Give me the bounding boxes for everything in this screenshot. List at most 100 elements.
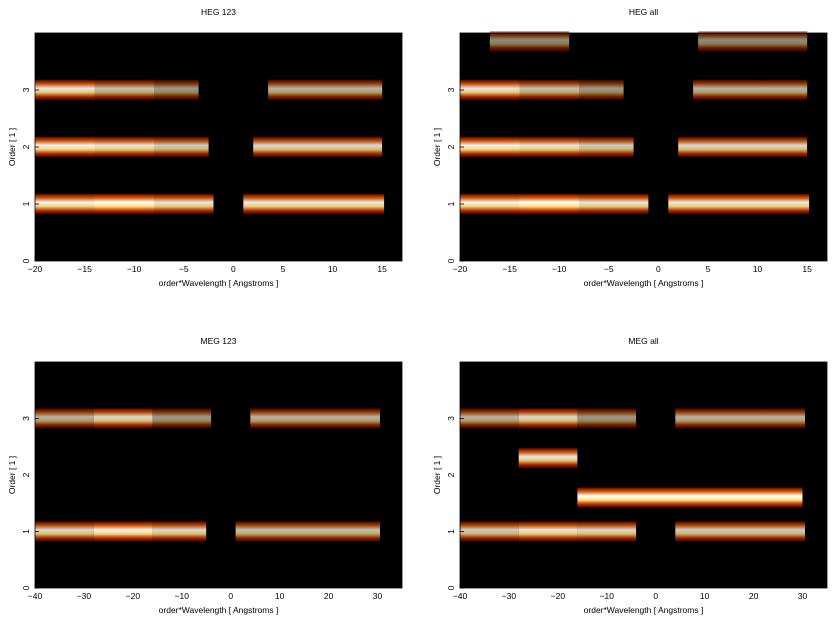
y-axis-label: Order [ 1 ] (7, 456, 17, 494)
heatmap-band (94, 193, 154, 215)
heatmap-band (579, 193, 649, 215)
heatmap-band (94, 79, 154, 101)
x-tick-label: 10 (700, 591, 710, 601)
heatmap-band (519, 193, 579, 215)
x-axis-label: order*Wavelength [ Angstroms ] (159, 605, 279, 615)
heatmap-band (250, 408, 380, 429)
y-tick-label: 2 (21, 144, 31, 149)
x-tick-label: 0 (656, 264, 661, 274)
x-tick-label: −15 (502, 264, 517, 274)
chart-panel: −40 −30 −20 −10 0 10 20 30 0 1 2 3 MEG 123 order*Wave… (7, 336, 403, 615)
heatmap-band (579, 79, 624, 101)
heatmap-band (489, 31, 570, 52)
heatmap-band (152, 521, 207, 542)
chart-title: MEG 123 (201, 336, 237, 346)
heatmap-band (35, 521, 94, 542)
x-tick-label: 30 (373, 591, 383, 601)
x-tick-label: 20 (749, 591, 759, 601)
chart-panel: −20 −15 −10 −5 0 5 10 15 0 1 2 3 HEG all order*Wavele… (432, 7, 828, 288)
heatmap-band (577, 408, 637, 429)
x-tick-label: 15 (377, 264, 387, 274)
heatmap-band (253, 136, 383, 158)
heatmap-band (577, 487, 803, 508)
x-tick-label: −5 (179, 264, 189, 274)
heatmap-band (35, 79, 95, 101)
chart-panel: −40 −30 −20 −10 0 10 20 30 0 1 2 3 MEG all order*Wave… (432, 336, 828, 615)
x-tick-label: 5 (706, 264, 711, 274)
heatmap-band (152, 408, 212, 429)
heatmap-band (154, 79, 199, 101)
x-tick-label: 10 (328, 264, 338, 274)
y-tick-label: 3 (446, 416, 456, 421)
heatmap-band (460, 79, 520, 101)
plot-area (35, 362, 402, 588)
x-tick-label: −15 (77, 264, 92, 274)
heatmap-band (268, 79, 383, 101)
x-tick-label: −10 (175, 591, 190, 601)
x-tick-label: 15 (802, 264, 812, 274)
chart-panel: −20 −15 −10 −5 0 5 10 15 0 1 2 3 HEG 123 order*Wavele… (7, 7, 403, 288)
chart-title: HEG 123 (201, 7, 236, 17)
y-tick-label: 1 (21, 529, 31, 534)
heatmap-band (154, 136, 209, 158)
heatmap-band (579, 136, 634, 158)
x-tick-label: −20 (28, 264, 43, 274)
heatmap-band (675, 521, 805, 542)
chart-title: HEG all (629, 7, 658, 17)
heatmap-band (235, 521, 380, 542)
y-tick-label: 0 (21, 258, 31, 263)
x-tick-label: −40 (28, 591, 43, 601)
x-axis-label: order*Wavelength [ Angstroms ] (584, 605, 704, 615)
y-tick-label: 1 (446, 201, 456, 206)
y-axis-label: Order [ 1 ] (432, 456, 442, 494)
x-tick-label: 10 (275, 591, 285, 601)
x-axis-label: order*Wavelength [ Angstroms ] (584, 278, 704, 288)
heatmap-band (35, 193, 95, 215)
x-tick-label: −20 (551, 591, 566, 601)
heatmap-band (94, 136, 154, 158)
y-tick-label: 0 (446, 258, 456, 263)
heatmap-band (693, 79, 808, 101)
heatmap-band (93, 408, 153, 429)
y-tick-label: 3 (21, 416, 31, 421)
heatmap-band (518, 447, 578, 469)
heatmap-band (93, 521, 153, 542)
heatmap-band (518, 408, 578, 429)
heatmap-band (678, 136, 808, 158)
x-tick-label: −30 (77, 591, 92, 601)
x-tick-label: 0 (231, 264, 236, 274)
y-tick-label: 1 (21, 201, 31, 206)
plot-area (460, 362, 827, 588)
y-tick-label: 2 (446, 472, 456, 477)
y-axis-label: Order [ 1 ] (432, 128, 442, 166)
heatmap-band (35, 408, 94, 429)
heatmap-band (154, 193, 214, 215)
y-tick-label: 3 (446, 87, 456, 92)
heatmap-band (668, 193, 810, 215)
heatmap-band (460, 193, 520, 215)
x-tick-label: 10 (753, 264, 763, 274)
x-tick-label: −20 (126, 591, 141, 601)
x-tick-label: −30 (502, 591, 517, 601)
x-axis-label: order*Wavelength [ Angstroms ] (159, 278, 279, 288)
x-tick-label: −10 (600, 591, 615, 601)
heatmap-band (519, 136, 579, 158)
y-axis-label: Order [ 1 ] (7, 128, 17, 166)
y-tick-label: 0 (446, 585, 456, 590)
y-tick-label: 2 (446, 144, 456, 149)
x-tick-label: 30 (798, 591, 808, 601)
x-tick-label: −5 (604, 264, 614, 274)
y-tick-label: 1 (446, 529, 456, 534)
x-tick-label: 5 (281, 264, 286, 274)
x-tick-label: 20 (324, 591, 334, 601)
heatmap-band (675, 408, 805, 429)
y-tick-label: 2 (21, 472, 31, 477)
y-tick-label: 3 (21, 87, 31, 92)
x-tick-label: 0 (228, 591, 233, 601)
heatmap-band (460, 136, 520, 158)
x-tick-label: −20 (453, 264, 468, 274)
heatmap-band (519, 79, 579, 101)
chart-title: MEG all (628, 336, 658, 346)
x-tick-label: −10 (552, 264, 567, 274)
x-tick-label: 0 (653, 591, 658, 601)
